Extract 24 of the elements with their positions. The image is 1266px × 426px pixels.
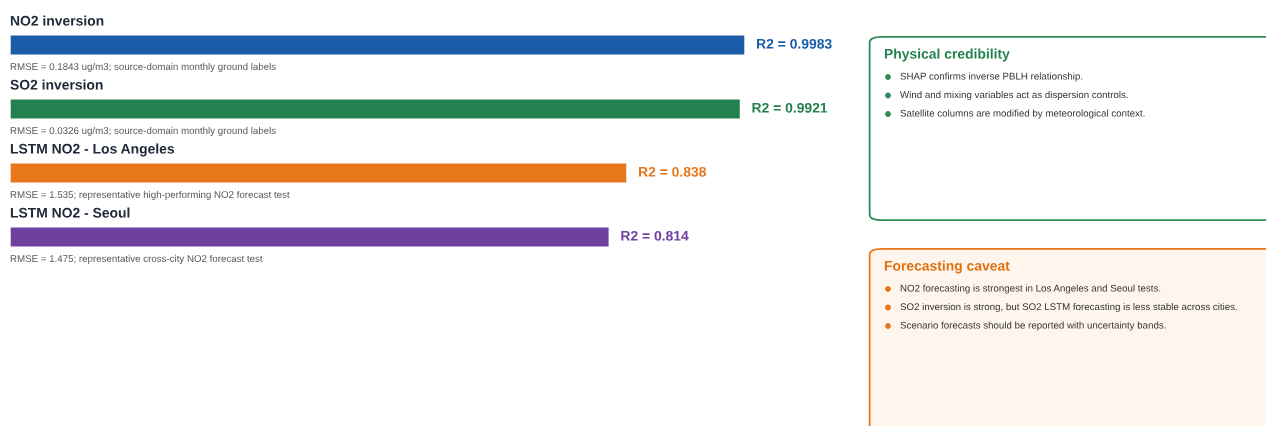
bar (10, 226, 611, 248)
annotation: RMSE = 1.535; representative high-performing NO2 forecast test (10, 190, 290, 200)
bar (10, 34, 745, 56)
y-tick-label: LSTM NO2 - Los Angeles (10, 143, 175, 157)
text: Scenario forecasts should be reported with uncertainty bands. (900, 321, 1166, 331)
text: RMSE = 1.475; representative cross-city NO2 forecast test (10, 254, 263, 264)
data-label: R2 = 0.9921 (752, 102, 828, 113)
data-label: R2 = 0.9983 (757, 38, 832, 49)
annotation: RMSE = 0.1843 ug/m3; source-domain monthly ground labels (10, 62, 276, 72)
text: Physical credibility (884, 48, 1010, 62)
text: SO2 inversion is strong, but SO2 LSTM forecasting is less stable across cities. (900, 302, 1237, 313)
y-tick-label: LSTM NO2 - Seoul (10, 207, 130, 218)
bar (10, 162, 628, 184)
data-label: R2 = 0.814 (621, 230, 689, 241)
y-tick-label: NO2 inversion (10, 15, 104, 26)
annotation: RMSE = 0.0326 ug/m3; source-domain monthly ground labels (10, 126, 276, 136)
data-label: R2 = 0.838 (639, 166, 706, 177)
text: Satellite columns are modified by meteorological context. (900, 109, 1145, 119)
y-tick-label: SO2 inversion (10, 79, 103, 90)
text: Wind and mixing variables act as dispersion controls. (900, 90, 1128, 101)
text: SHAP confirms inverse PBLH relationship. (900, 72, 1083, 82)
text: NO2 forecasting is strongest in Los Angeles and Seoul tests. (900, 284, 1161, 294)
text: Forecasting caveat (884, 260, 1010, 274)
bar (10, 98, 742, 120)
